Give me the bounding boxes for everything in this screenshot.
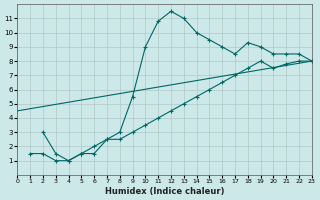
X-axis label: Humidex (Indice chaleur): Humidex (Indice chaleur) (105, 187, 224, 196)
